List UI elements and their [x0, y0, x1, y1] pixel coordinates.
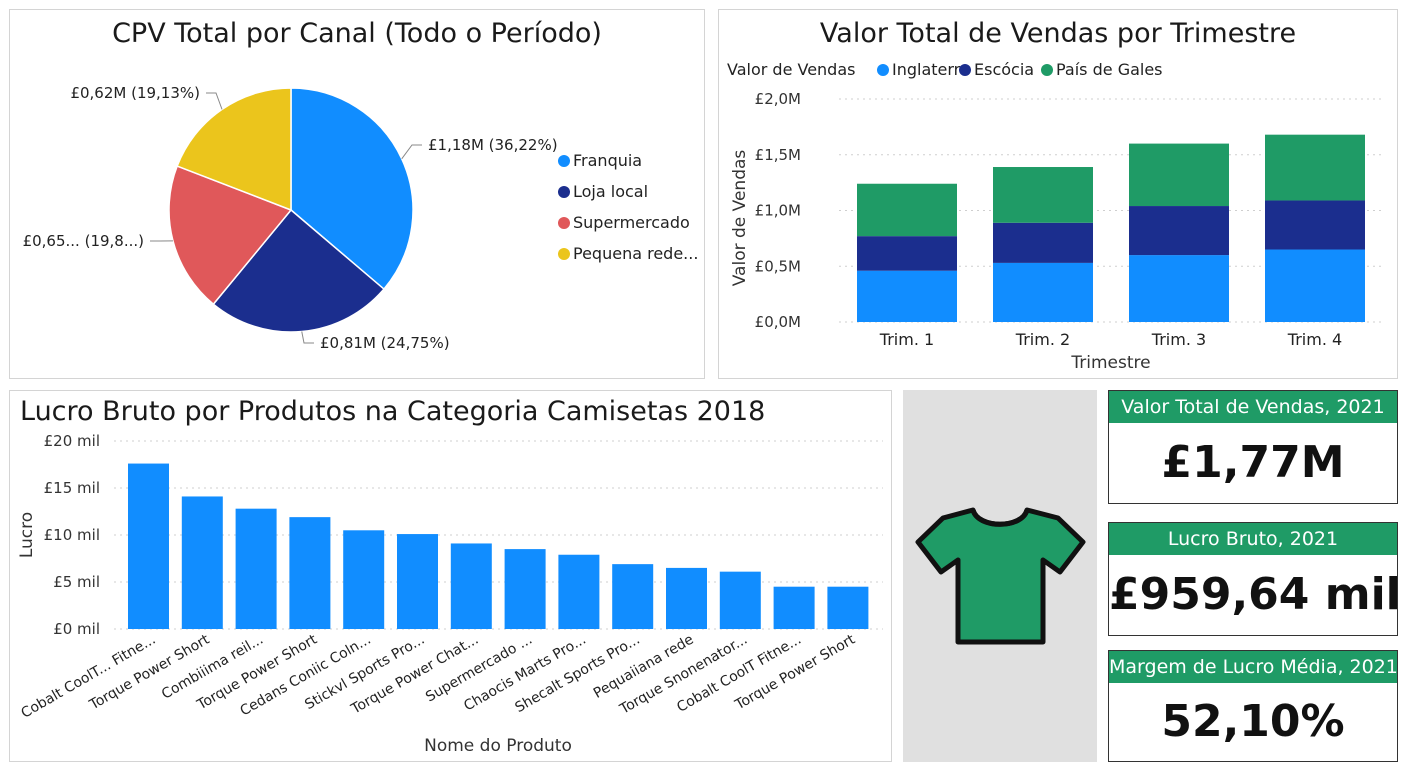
x-tick-label: Trim. 3	[1151, 330, 1206, 349]
pie-leader-line	[206, 92, 223, 110]
y-tick-label: £0,5M	[755, 257, 801, 275]
kpi-gross-profit-value: £959,64 mil	[1109, 569, 1401, 620]
y-tick-label: £15 mil	[44, 479, 100, 497]
legend-label[interactable]: Inglaterra	[892, 60, 970, 79]
x-axis-title: Trimestre	[1070, 353, 1150, 373]
kpi-gross-profit-title: Lucro Bruto, 2021	[1109, 523, 1397, 555]
pie-data-label: £0,65... (19,8...)	[23, 232, 144, 250]
legend-title: Valor de Vendas	[727, 60, 855, 79]
legend-marker	[558, 248, 570, 260]
kpi-profit-margin-title: Margem de Lucro Média, 2021	[1109, 651, 1398, 683]
legend-label[interactable]: País de Gales	[1056, 60, 1163, 79]
x-tick-label: Trim. 1	[879, 330, 934, 349]
stacked-bar-segment[interactable]	[857, 270, 957, 322]
profit-bar[interactable]	[397, 534, 438, 629]
bar-chart-title: Lucro Bruto por Produtos na Categoria Ca…	[20, 396, 766, 427]
profit-bar[interactable]	[666, 567, 707, 629]
kpi-gross-profit-card[interactable]: Lucro Bruto, 2021 £959,64 mil	[1108, 522, 1401, 636]
legend-label[interactable]: Loja local	[573, 182, 648, 201]
x-tick-label: Trim. 2	[1015, 330, 1070, 349]
kpi-total-sales-card[interactable]: Valor Total de Vendas, 2021 £1,77M	[1108, 390, 1398, 504]
kpi-total-sales-title: Valor Total de Vendas, 2021	[1109, 391, 1397, 423]
profit-bar[interactable]	[181, 496, 223, 629]
x-axis-title: Nome do Produto	[424, 736, 572, 756]
profit-bar[interactable]	[289, 517, 331, 629]
pie-slice[interactable]	[212, 208, 385, 333]
pie-data-label: £0,62M (19,13%)	[70, 84, 200, 102]
t-shirt-collar	[970, 508, 1030, 527]
profit-by-product-chart[interactable]: £0 mil£5 mil£10 mil£15 mil£20 milCobalt …	[10, 391, 893, 763]
profit-bar[interactable]	[827, 586, 869, 629]
stacked-bar-segment[interactable]	[1265, 200, 1365, 250]
stacked-bar-segment[interactable]	[1129, 206, 1229, 256]
y-tick-label: £2,0M	[755, 90, 801, 108]
legend-label[interactable]: Pequena rede...	[573, 244, 698, 263]
y-axis-title: Valor de Vendas	[730, 150, 750, 287]
profit-by-product-panel: £0 mil £5 mil £10 mil £15 mil £20 mil Cobalt …	[9, 390, 892, 762]
profit-bar[interactable]	[504, 549, 546, 629]
y-tick-label: £0,0M	[755, 313, 801, 331]
legend-marker	[558, 217, 570, 229]
x-tick-label: Trim. 4	[1287, 330, 1342, 349]
pie-slice[interactable]	[168, 165, 293, 306]
legend-marker	[877, 64, 889, 76]
stacked-bar-segment[interactable]	[993, 262, 1093, 322]
pie-leader-line	[401, 144, 422, 160]
y-tick-label: £10 mil	[44, 526, 100, 544]
stack-chart-title: Valor Total de Vendas por Trimestre	[819, 18, 1297, 49]
y-tick-label: £1,0M	[755, 202, 801, 220]
pie-data-label: £0,81M (24,75%)	[320, 334, 450, 352]
legend-label[interactable]: Escócia	[974, 60, 1034, 79]
pie-data-label: £1,18M (36,22%)	[428, 136, 558, 154]
kpi-profit-margin-card[interactable]: Margem de Lucro Média, 2021 52,10%	[1108, 650, 1398, 762]
cpv-pie-panel: £1,18M (36,22%) £0,81M (24,75%) £0,65... (…	[9, 9, 705, 379]
y-axis-title: Lucro	[17, 512, 37, 558]
stacked-bar-segment[interactable]	[993, 222, 1093, 263]
profit-bar[interactable]	[128, 463, 169, 629]
profit-bar[interactable]	[235, 508, 277, 629]
profit-bar[interactable]	[773, 586, 815, 629]
profit-bar[interactable]	[719, 571, 761, 629]
tshirt-image-panel	[903, 390, 1097, 762]
legend-label[interactable]: Franquia	[573, 151, 642, 170]
kpi-profit-margin-value: 52,10%	[1161, 696, 1345, 747]
profit-bar[interactable]	[343, 530, 385, 629]
sales-by-quarter-panel: Valor de Vendas Inglaterra Escócia País de …	[718, 9, 1398, 379]
y-tick-label: £5 mil	[53, 573, 100, 591]
t-shirt-shape	[915, 507, 1086, 645]
y-tick-label: £1,5M	[755, 146, 801, 164]
stacked-bar-segment[interactable]	[1129, 255, 1229, 322]
y-tick-label: £0 mil	[53, 620, 100, 638]
stacked-bar-segment[interactable]	[857, 236, 957, 271]
kpi-total-sales-value: £1,77M	[1161, 437, 1345, 488]
profit-bar[interactable]	[612, 564, 654, 629]
legend-marker	[558, 186, 570, 198]
cpv-pie-chart[interactable]: £1,18M (36,22%) £0,81M (24,75%) £0,65... (…	[10, 10, 706, 380]
pie-chart-title: CPV Total por Canal (Todo o Período)	[112, 18, 602, 49]
stacked-bar-segment[interactable]	[857, 183, 957, 237]
pie-leader-line	[301, 331, 314, 344]
stacked-bar-segment[interactable]	[993, 167, 1093, 223]
stacked-bar-segment[interactable]	[1265, 249, 1365, 322]
profit-bar[interactable]	[558, 554, 600, 629]
stacked-bar-segment[interactable]	[1265, 134, 1365, 201]
legend-marker	[959, 64, 971, 76]
y-tick-label: £20 mil	[44, 432, 100, 450]
legend-marker	[1041, 64, 1053, 76]
sales-by-quarter-chart[interactable]: Valor de Vendas Inglaterra Escócia País de …	[719, 10, 1399, 380]
legend-marker	[558, 155, 570, 167]
profit-bar[interactable]	[450, 543, 492, 629]
legend-label[interactable]: Supermercado	[573, 213, 690, 232]
stacked-bar-segment[interactable]	[1129, 143, 1229, 207]
t-shirt-icon	[915, 507, 1086, 645]
pie-slice[interactable]	[290, 87, 414, 291]
